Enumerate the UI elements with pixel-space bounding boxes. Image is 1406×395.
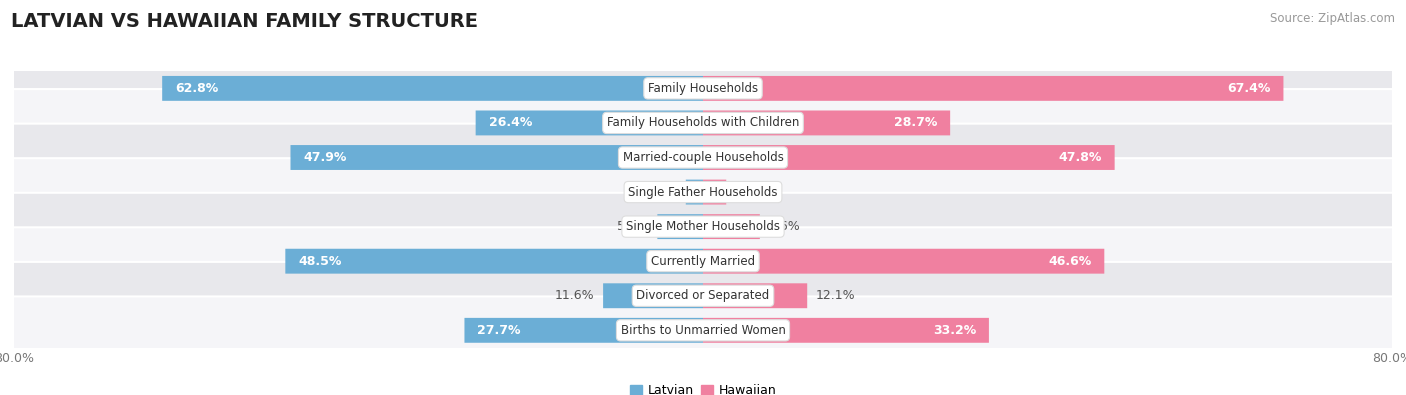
- FancyBboxPatch shape: [703, 318, 988, 343]
- Text: 33.2%: 33.2%: [932, 324, 976, 337]
- FancyBboxPatch shape: [703, 180, 727, 205]
- FancyBboxPatch shape: [703, 283, 807, 308]
- Text: 47.8%: 47.8%: [1059, 151, 1102, 164]
- FancyBboxPatch shape: [285, 249, 703, 274]
- FancyBboxPatch shape: [162, 76, 703, 101]
- Text: 6.6%: 6.6%: [769, 220, 800, 233]
- Text: Currently Married: Currently Married: [651, 255, 755, 268]
- FancyBboxPatch shape: [10, 193, 1396, 261]
- FancyBboxPatch shape: [10, 296, 1396, 364]
- FancyBboxPatch shape: [10, 158, 1396, 226]
- Text: 67.4%: 67.4%: [1227, 82, 1271, 95]
- Legend: Latvian, Hawaiian: Latvian, Hawaiian: [624, 379, 782, 395]
- FancyBboxPatch shape: [703, 145, 1115, 170]
- FancyBboxPatch shape: [703, 111, 950, 135]
- FancyBboxPatch shape: [10, 262, 1396, 329]
- Text: Married-couple Households: Married-couple Households: [623, 151, 783, 164]
- Text: 28.7%: 28.7%: [894, 117, 938, 130]
- FancyBboxPatch shape: [10, 124, 1396, 191]
- Text: 2.7%: 2.7%: [735, 186, 766, 199]
- Text: Family Households with Children: Family Households with Children: [607, 117, 799, 130]
- Text: Single Father Households: Single Father Households: [628, 186, 778, 199]
- FancyBboxPatch shape: [686, 180, 703, 205]
- Text: 2.0%: 2.0%: [645, 186, 678, 199]
- Text: LATVIAN VS HAWAIIAN FAMILY STRUCTURE: LATVIAN VS HAWAIIAN FAMILY STRUCTURE: [11, 12, 478, 31]
- Text: 11.6%: 11.6%: [555, 289, 595, 302]
- Text: Family Households: Family Households: [648, 82, 758, 95]
- Text: 12.1%: 12.1%: [815, 289, 855, 302]
- FancyBboxPatch shape: [603, 283, 703, 308]
- FancyBboxPatch shape: [10, 55, 1396, 122]
- Text: Single Mother Households: Single Mother Households: [626, 220, 780, 233]
- FancyBboxPatch shape: [703, 76, 1284, 101]
- Text: Source: ZipAtlas.com: Source: ZipAtlas.com: [1270, 12, 1395, 25]
- Text: 27.7%: 27.7%: [478, 324, 520, 337]
- Text: 46.6%: 46.6%: [1047, 255, 1091, 268]
- FancyBboxPatch shape: [10, 227, 1396, 295]
- FancyBboxPatch shape: [291, 145, 703, 170]
- Text: 48.5%: 48.5%: [298, 255, 342, 268]
- Text: Divorced or Separated: Divorced or Separated: [637, 289, 769, 302]
- Text: 5.3%: 5.3%: [617, 220, 648, 233]
- Text: 62.8%: 62.8%: [176, 82, 218, 95]
- FancyBboxPatch shape: [658, 214, 703, 239]
- Text: Births to Unmarried Women: Births to Unmarried Women: [620, 324, 786, 337]
- FancyBboxPatch shape: [10, 89, 1396, 157]
- FancyBboxPatch shape: [464, 318, 703, 343]
- Text: 26.4%: 26.4%: [488, 117, 531, 130]
- FancyBboxPatch shape: [475, 111, 703, 135]
- FancyBboxPatch shape: [703, 249, 1104, 274]
- Text: 47.9%: 47.9%: [304, 151, 347, 164]
- FancyBboxPatch shape: [703, 214, 759, 239]
